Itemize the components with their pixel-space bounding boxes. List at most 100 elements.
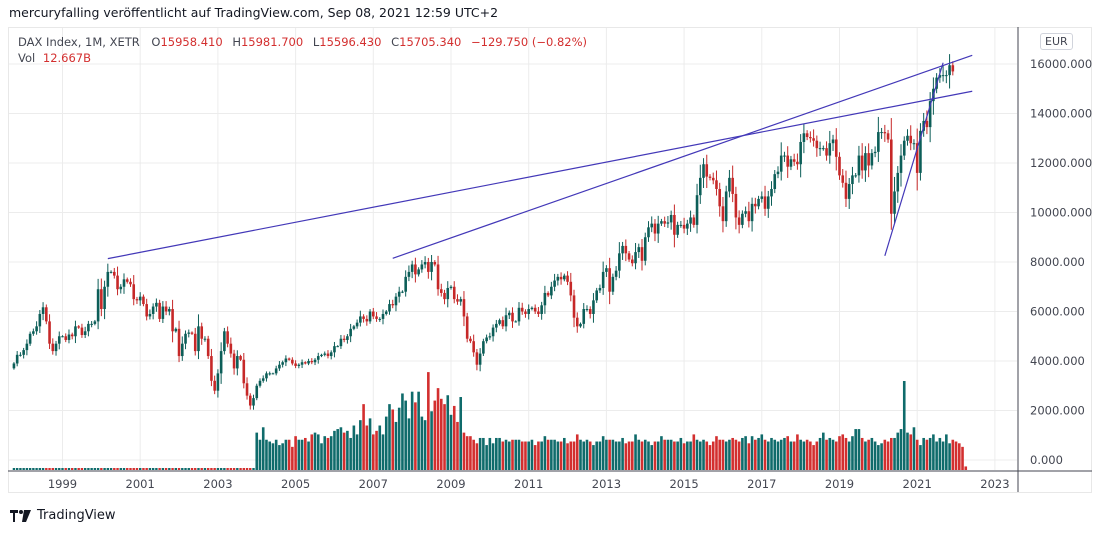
candle-body bbox=[530, 307, 534, 310]
volume-bar bbox=[805, 439, 809, 470]
candle-body bbox=[352, 326, 356, 329]
volume-bar bbox=[744, 436, 747, 470]
price-tick-label: 6000.000 bbox=[1030, 305, 1085, 319]
volume-bar bbox=[656, 441, 660, 470]
candle-body bbox=[278, 364, 281, 369]
volume-bar bbox=[650, 445, 654, 470]
candle-body bbox=[656, 223, 660, 234]
brand-name: TradingView bbox=[37, 508, 116, 523]
volume-bar bbox=[148, 468, 152, 470]
candle-body bbox=[770, 188, 773, 197]
candle-body bbox=[702, 164, 705, 178]
candle-body bbox=[19, 354, 22, 356]
volume-bar bbox=[640, 441, 644, 470]
volume-bar bbox=[142, 468, 145, 470]
candle-body bbox=[184, 333, 187, 344]
volume-bar bbox=[491, 443, 495, 470]
volume-bar bbox=[194, 468, 197, 470]
volume-bar bbox=[287, 439, 291, 470]
open-label: O bbox=[151, 35, 161, 49]
candle-body bbox=[796, 161, 799, 165]
volume-bar bbox=[245, 468, 249, 470]
candle-body bbox=[679, 224, 683, 226]
candle-body bbox=[582, 309, 586, 324]
volume-bar bbox=[831, 439, 835, 470]
time-axis: 1999 2001 2003 2005 2007 2009 2011 2013 2015 2017… bbox=[48, 477, 1010, 491]
volume-bar bbox=[316, 434, 320, 470]
volume-bar bbox=[216, 468, 220, 470]
candle-body bbox=[77, 326, 80, 328]
price-axis: 0.000 2000.000 4000.000 6000.000 8000.000 100… bbox=[1030, 57, 1092, 467]
volume-bar bbox=[171, 468, 174, 470]
volume-bar bbox=[511, 439, 514, 470]
volume-bar bbox=[673, 441, 676, 470]
candle-body bbox=[401, 291, 404, 293]
candle-body bbox=[873, 151, 877, 154]
candle-body bbox=[151, 306, 155, 314]
volume-bar bbox=[514, 439, 518, 470]
candle-body bbox=[860, 155, 864, 171]
volume-bar bbox=[585, 439, 589, 470]
volume-bar bbox=[139, 468, 142, 470]
candle-body bbox=[569, 281, 573, 296]
volume-bar bbox=[12, 468, 16, 470]
time-tick-label: 2007 bbox=[359, 477, 388, 491]
candle-body bbox=[877, 132, 880, 152]
candle-body bbox=[304, 362, 307, 364]
volume-bars bbox=[12, 372, 968, 470]
candle-body bbox=[38, 313, 42, 327]
footer-brand[interactable]: TradingView bbox=[10, 508, 116, 523]
volume-label[interactable]: Vol bbox=[18, 51, 36, 65]
candle-body bbox=[206, 338, 210, 357]
volume-bar bbox=[265, 439, 268, 470]
candle-body bbox=[368, 311, 372, 322]
candle-body bbox=[550, 286, 553, 296]
candle-body bbox=[439, 289, 443, 293]
candle-body bbox=[307, 361, 310, 364]
volume-bar bbox=[206, 468, 210, 470]
volume-bar bbox=[718, 439, 722, 470]
volume-bar bbox=[297, 439, 301, 470]
chart-frame bbox=[8, 27, 1092, 493]
price-tick-label: 2000.000 bbox=[1030, 404, 1085, 418]
volume-bar bbox=[25, 468, 29, 470]
volume-bar bbox=[877, 445, 880, 470]
candle-body bbox=[287, 358, 291, 360]
candle-body bbox=[938, 75, 942, 78]
volume-bar bbox=[151, 468, 155, 470]
volume-bar bbox=[333, 430, 336, 470]
candle-body bbox=[776, 171, 780, 175]
volume-bar bbox=[757, 437, 760, 470]
volume-bar bbox=[197, 468, 200, 470]
symbol-name[interactable]: DAX Index, 1M, XETR bbox=[18, 35, 140, 49]
candle-body bbox=[122, 279, 126, 287]
volume-bar bbox=[507, 441, 511, 470]
currency-button[interactable]: EUR bbox=[1040, 33, 1073, 50]
volume-bar bbox=[472, 439, 475, 470]
volume-bar bbox=[87, 468, 90, 470]
candle-body bbox=[362, 316, 365, 319]
volume-bar bbox=[362, 404, 365, 470]
candle-body bbox=[478, 353, 482, 365]
volume-bar bbox=[569, 441, 573, 470]
volume-bar bbox=[783, 437, 786, 470]
candle-body bbox=[847, 184, 851, 199]
candle-body bbox=[164, 306, 168, 312]
volume-bar bbox=[51, 468, 54, 470]
candle-body bbox=[520, 307, 524, 312]
candle-body bbox=[624, 245, 628, 254]
volume-bar bbox=[181, 468, 184, 470]
trendlines bbox=[107, 54, 973, 260]
candle-body bbox=[381, 313, 385, 319]
volume-bar bbox=[323, 436, 327, 470]
volume-bar bbox=[728, 439, 731, 470]
volume-bar bbox=[556, 441, 560, 470]
volume-bar bbox=[294, 436, 297, 470]
price-tick-label: 0.000 bbox=[1030, 453, 1063, 467]
candle-body bbox=[229, 343, 233, 354]
volume-bar bbox=[54, 468, 58, 470]
candle-body bbox=[802, 133, 806, 142]
candle-body bbox=[190, 332, 194, 334]
candle-body bbox=[291, 359, 294, 364]
